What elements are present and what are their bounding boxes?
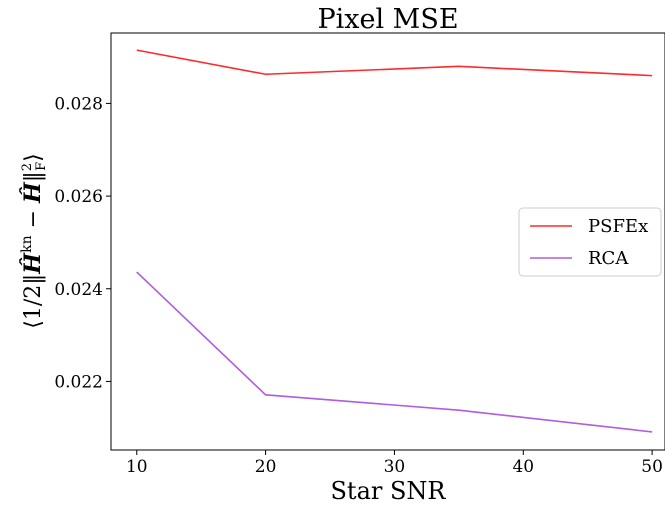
y-axis-ticks: 0.022 0.024 0.026 0.028: [54, 94, 111, 392]
plot-area: [110, 32, 665, 451]
y-tick-label: 0.022: [54, 372, 103, 392]
legend-label-rca: RCA: [588, 248, 629, 269]
y-tick-label: 0.026: [54, 187, 103, 207]
y-tick-label: 0.028: [54, 94, 103, 114]
x-tick-label: 20: [255, 457, 277, 477]
chart-title: Pixel MSE: [317, 4, 458, 35]
series-layer: [136, 49, 653, 433]
x-axis-label: Star SNR: [330, 477, 446, 505]
legend-box: [518, 207, 662, 277]
y-tick-label: 0.024: [54, 280, 103, 300]
legend: PSFEx RCA: [518, 207, 662, 277]
legend-label-psfex: PSFEx: [588, 216, 648, 237]
series-line-rca: [136, 271, 653, 433]
x-axis-ticks: 10 20 30 40 50: [126, 450, 663, 477]
x-tick-label: 30: [384, 457, 406, 477]
x-tick-label: 10: [126, 457, 148, 477]
x-tick-label: 50: [641, 457, 663, 477]
series-line-psfex: [136, 49, 653, 77]
x-tick-label: 40: [512, 457, 534, 477]
y-axis-label: ⟨1/2‖Ĥkn − Ĥ‖2F⟩: [19, 153, 49, 328]
